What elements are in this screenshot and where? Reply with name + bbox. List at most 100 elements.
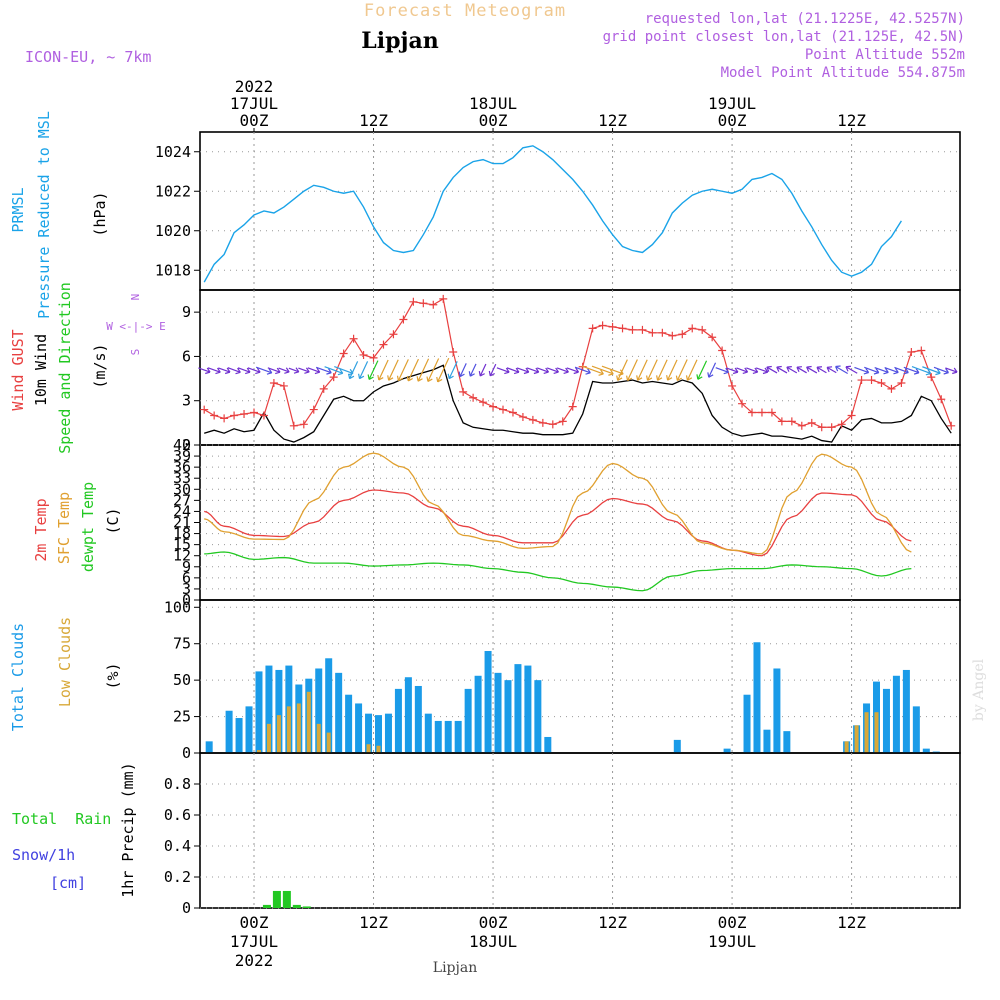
y-tick-label: 15 bbox=[173, 536, 191, 554]
y-tick-label: 50 bbox=[173, 671, 191, 689]
wind-arrow-head bbox=[903, 368, 909, 375]
wind-arrow bbox=[922, 366, 941, 374]
t2m-line bbox=[204, 489, 912, 557]
wind-arrow bbox=[417, 358, 430, 382]
wind-arrow-head bbox=[656, 375, 663, 381]
gust-marker bbox=[608, 322, 617, 331]
low-cloud-bar bbox=[376, 745, 381, 753]
total-cloud-bar bbox=[474, 675, 482, 753]
wind-arrow-head bbox=[742, 367, 749, 374]
wind-arrow bbox=[496, 367, 510, 373]
wind-arrow bbox=[864, 366, 879, 374]
total-cloud-bar bbox=[902, 669, 910, 753]
wind-arrow-head bbox=[766, 365, 772, 372]
wind-arrow bbox=[407, 358, 419, 382]
wind-arrow-head bbox=[513, 367, 520, 375]
wind-arrow bbox=[796, 366, 807, 374]
wind-arrow-head bbox=[863, 368, 870, 375]
wind-arrow-head bbox=[387, 375, 394, 381]
wind-arrow bbox=[574, 366, 591, 374]
wind-arrow-head bbox=[913, 368, 920, 375]
top-time-label: 12Z bbox=[837, 111, 866, 130]
gust-marker bbox=[787, 417, 796, 426]
total-cloud-bar bbox=[464, 688, 472, 753]
top-time-label: 00Z bbox=[479, 111, 508, 130]
gust-line bbox=[203, 297, 952, 428]
total-cloud-bar bbox=[444, 720, 452, 753]
pressure-name-label: PRMSL bbox=[9, 187, 27, 232]
wind-arrow-head bbox=[284, 367, 290, 374]
gust-marker bbox=[648, 328, 657, 337]
wind-arrow-head bbox=[826, 366, 833, 373]
wind-arrow bbox=[601, 365, 624, 375]
panels: 1018102010221024036903691215182124273033… bbox=[155, 131, 961, 917]
wind-arrow-head bbox=[636, 375, 643, 381]
wind-arrow-head bbox=[796, 366, 802, 373]
gust-marker bbox=[777, 417, 786, 426]
rain-bar bbox=[292, 904, 301, 908]
gust-marker bbox=[678, 330, 687, 339]
total-cloud-bar bbox=[773, 668, 781, 753]
requested-coords: requested lon,lat (21.1225E, 42.5257N) bbox=[645, 11, 965, 27]
wind-arrow bbox=[516, 367, 529, 373]
temp-unit-label: (C) bbox=[104, 507, 122, 534]
wind-arrow bbox=[874, 366, 889, 374]
gust-marker bbox=[817, 423, 826, 432]
gust-marker bbox=[867, 376, 876, 385]
wind-arrow bbox=[489, 363, 497, 377]
gust-marker bbox=[528, 415, 537, 424]
total-cloud-bar bbox=[673, 739, 681, 753]
low-clouds-label: Low Clouds bbox=[56, 617, 74, 707]
y-tick-label: 24 bbox=[173, 502, 191, 520]
panel-frame bbox=[199, 599, 961, 754]
total-cloud-bar bbox=[504, 680, 512, 753]
wind-arrow-head bbox=[873, 368, 880, 375]
gust-marker bbox=[508, 408, 517, 417]
low-cloud-bar bbox=[864, 712, 869, 753]
wind-arrow-head bbox=[845, 365, 852, 372]
total-cloud-bar bbox=[882, 688, 890, 753]
precip-unit-label: 1hr Precip (mm) bbox=[119, 762, 137, 897]
y-tick-label: 3 bbox=[182, 392, 191, 410]
y-tick-label: 6 bbox=[182, 569, 191, 587]
panel-frame bbox=[199, 752, 961, 909]
gust-marker bbox=[767, 408, 776, 417]
wind-arrow bbox=[657, 359, 668, 381]
wind-arrow bbox=[617, 359, 628, 381]
gust-marker bbox=[857, 376, 866, 385]
wind-arrow bbox=[911, 366, 931, 374]
wind-arrow-head bbox=[685, 375, 693, 381]
wind-arrow-head bbox=[707, 372, 714, 378]
y-tick-label: 39 bbox=[173, 447, 191, 465]
gust-marker bbox=[269, 379, 278, 387]
wind-arrow-head bbox=[696, 374, 703, 380]
wind-arrow-head bbox=[326, 368, 332, 375]
wind-arrow bbox=[676, 359, 688, 381]
gust-marker bbox=[757, 408, 766, 417]
wind-arrow bbox=[755, 367, 768, 373]
gust-marker bbox=[449, 348, 458, 356]
wind-arrow-head bbox=[478, 371, 485, 377]
wind-arrow-head bbox=[835, 365, 841, 372]
total-cloud-bar bbox=[912, 706, 920, 753]
wind-arrow bbox=[546, 367, 559, 373]
gridpoint-coords: grid point closest lon,lat (21.125E, 42.… bbox=[603, 29, 965, 45]
wind-arrow bbox=[894, 366, 909, 374]
wind-arrow bbox=[746, 367, 758, 373]
wind-arrow bbox=[448, 361, 458, 379]
wind-arrow bbox=[766, 366, 778, 374]
wind-arrow bbox=[267, 367, 281, 373]
wind-arrow bbox=[726, 367, 739, 373]
wind-arrow bbox=[207, 367, 221, 373]
wind-arrow bbox=[368, 360, 379, 380]
wind-arrow bbox=[237, 367, 251, 373]
wind-arrow bbox=[247, 367, 261, 373]
total-cloud-bar bbox=[743, 694, 751, 753]
total-cloud-bar bbox=[783, 731, 791, 753]
gust-marker bbox=[708, 333, 717, 342]
wind-arrow-head bbox=[275, 367, 281, 375]
compass-we: W <-|-> E bbox=[106, 320, 166, 333]
gust-marker bbox=[250, 408, 258, 417]
wind-arrow bbox=[826, 366, 837, 374]
wind-arrow bbox=[324, 366, 343, 374]
